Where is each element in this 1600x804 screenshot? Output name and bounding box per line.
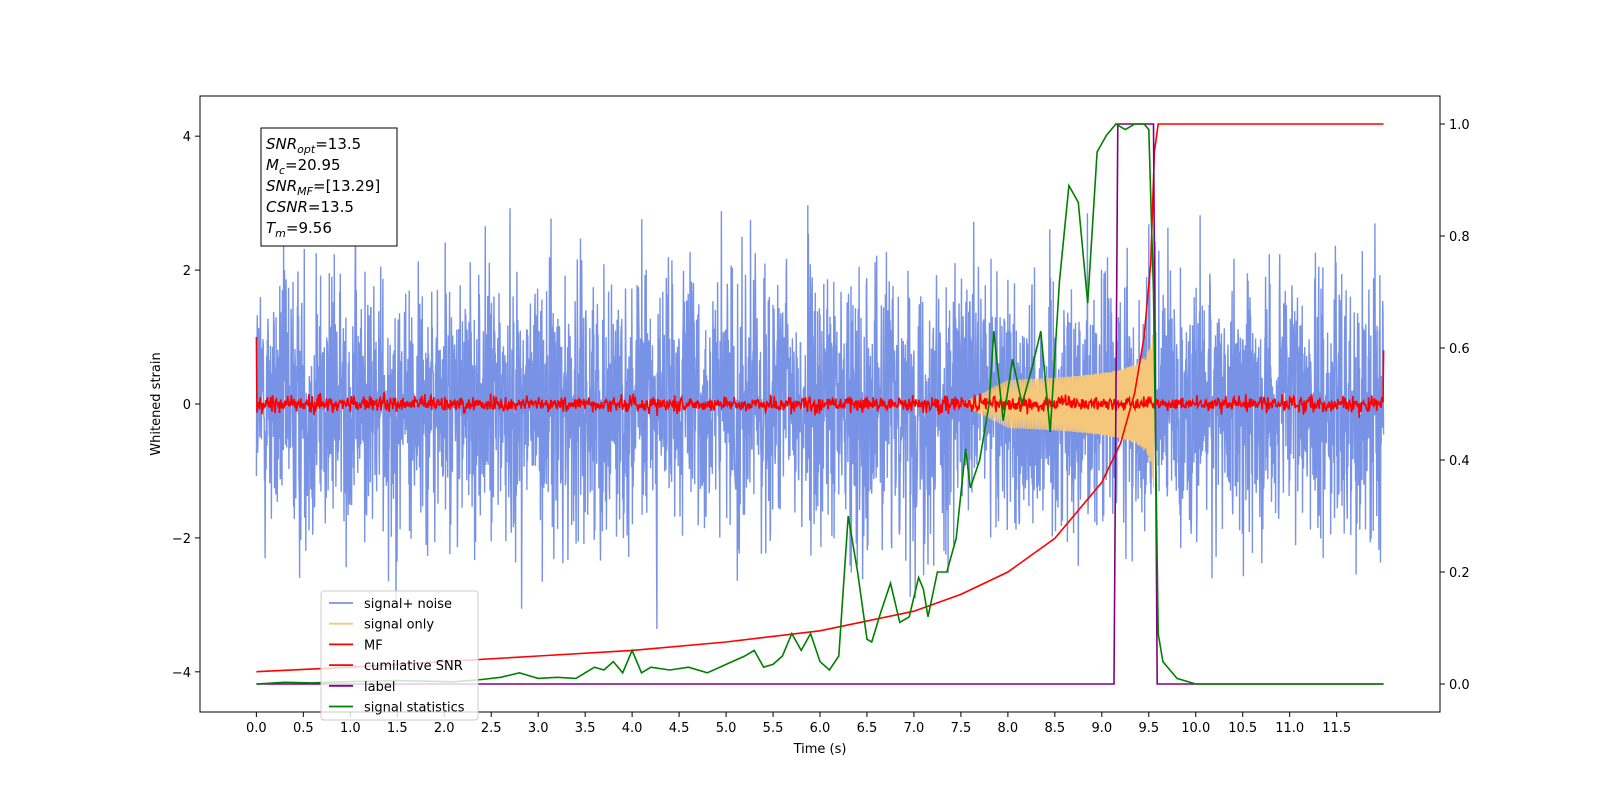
x-tick-label: 6.5 [857,721,878,736]
legend-items: signal+ noise signal only MF cumilative SNR… [329,597,465,716]
legend: signal+ noise signal only MF cumilative SNR… [320,590,479,721]
x-tick-label: 6.0 [810,721,831,736]
x-axis: 0.0 0.5 1.0 1.5 2.0 2.5 3.0 3.5 4.0 4.5 5.0 5.5 6.0 6… [246,712,1351,736]
annotation-t-m: Tm=9.56 [266,219,332,240]
annotation-frame [260,127,398,247]
x-tick-label: 7.0 [904,721,925,736]
x-tick-label: 4.0 [622,721,643,736]
y-right-tick-label: 0.8 [1449,230,1470,245]
legend-label: signal statistics [364,701,465,716]
y-left-tick-label: −4 [172,666,191,681]
x-tick-label: 1.5 [387,721,408,736]
x-tick-label: 8.0 [998,721,1019,736]
annotation-csnr: CSNR=13.5 [266,198,354,216]
y-axis-label: Whitened strain [149,352,164,455]
x-tick-label: 5.5 [763,721,784,736]
annotation-m-c: Mc=20.95 [266,156,341,177]
x-tick-label: 1.0 [340,721,361,736]
x-tick-label: 8.5 [1045,721,1066,736]
legend-label: signal+ noise [364,597,452,612]
y-axis-right: 1.0 0.8 0.6 0.4 0.2 0.0 [1440,118,1470,693]
y-axis-left: 4 2 0 −2 −4 [172,130,200,681]
x-tick-label: 10.5 [1228,721,1257,736]
x-tick-label: 5.0 [716,721,737,736]
x-tick-label: 0.0 [246,721,267,736]
y-right-tick-label: 0.0 [1449,678,1470,693]
x-tick-label: 7.5 [951,721,972,736]
x-tick-label: 11.0 [1275,721,1304,736]
annotation-snr-mf: SNRMF=[13.29] [266,177,380,198]
x-axis-label: Time (s) [793,742,847,757]
series-cumulative-snr-line [256,123,1384,673]
legend-label: cumilative SNR [364,659,463,674]
series-signal-statistics-line [256,122,1384,685]
series-signal-noise-line [255,205,1385,629]
x-tick-label: 3.0 [528,721,549,736]
y-left-tick-label: 0 [183,398,191,413]
y-left-tick-label: 2 [183,264,191,279]
x-tick-label: 11.5 [1322,721,1351,736]
series-signal-only-line [960,298,1155,488]
series-layer [255,122,1385,685]
x-tick-label: 9.5 [1138,721,1159,736]
legend-label: label [364,680,395,695]
y-left-tick-label: −2 [172,532,191,547]
annotation-box: SNRopt=13.5 Mc=20.95 SNRMF=[13.29] CSNR=… [260,127,398,247]
x-tick-label: 9.0 [1091,721,1112,736]
legend-label: MF [364,638,383,653]
x-tick-label: 2.5 [481,721,502,736]
series-mf-line [255,336,1385,418]
legend-frame [320,590,479,721]
x-tick-label: 10.0 [1181,721,1210,736]
y-right-tick-label: 0.6 [1449,342,1470,357]
x-tick-label: 0.5 [293,721,314,736]
y-right-tick-label: 0.2 [1449,566,1470,581]
x-tick-label: 4.5 [669,721,690,736]
y-right-tick-label: 1.0 [1449,118,1470,133]
x-tick-label: 3.5 [575,721,596,736]
y-left-tick-label: 4 [183,130,191,145]
y-right-tick-label: 0.4 [1449,454,1470,469]
annotation-snr-opt: SNRopt=13.5 [266,135,361,156]
x-tick-label: 2.0 [434,721,455,736]
legend-label: signal only [364,618,434,633]
